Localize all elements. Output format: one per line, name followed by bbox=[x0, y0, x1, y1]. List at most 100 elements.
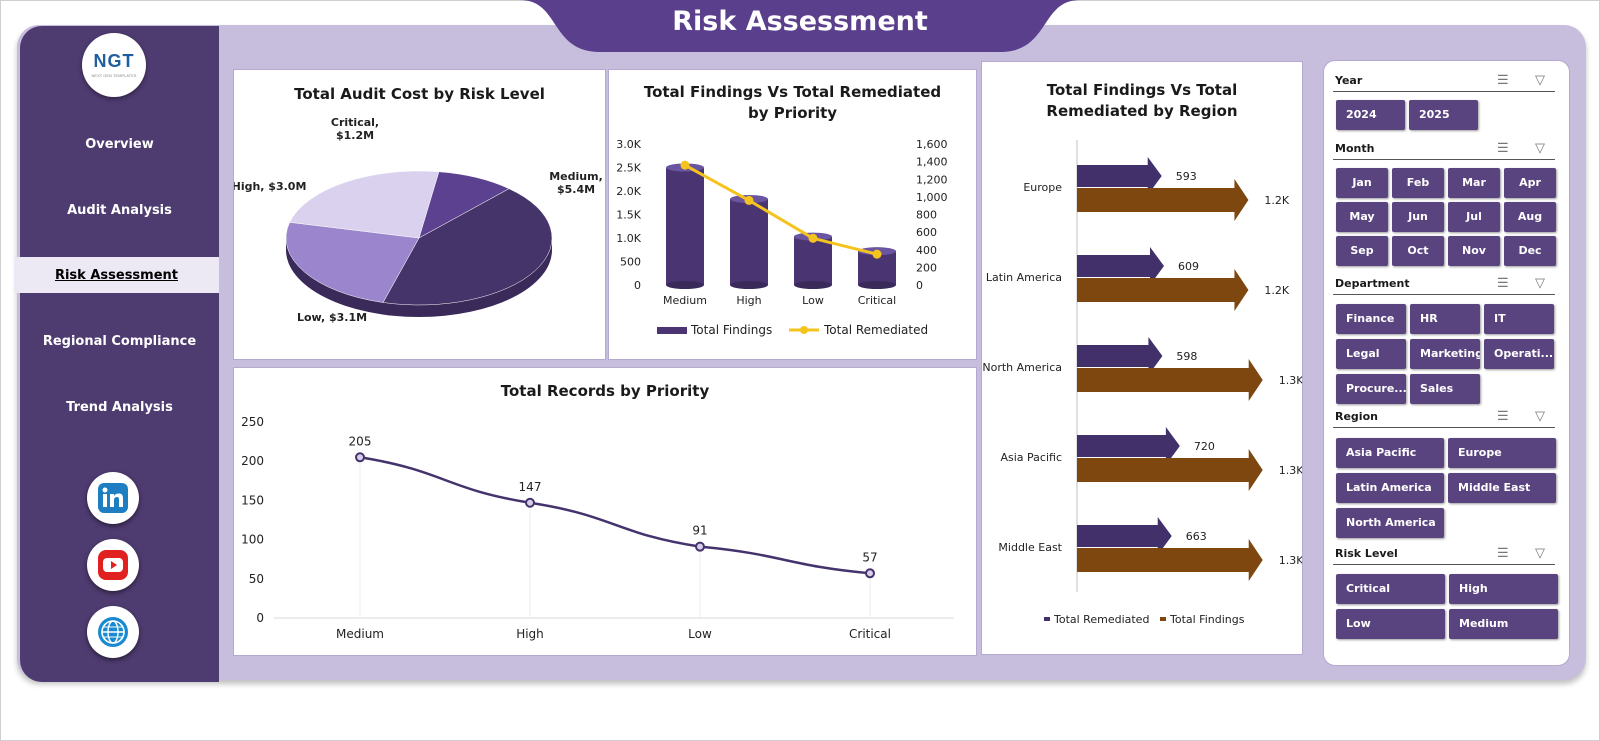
website-button[interactable] bbox=[87, 606, 139, 658]
pie-chart: Critical, $1.2M Medium, $5.4M High, $3.0M Low… bbox=[234, 116, 603, 324]
remediated-value-middle-east: 663 bbox=[1186, 530, 1207, 543]
multi-select-icon[interactable]: ☰ bbox=[1497, 275, 1509, 290]
linkedin-button[interactable] bbox=[87, 472, 139, 524]
ngt-logo: NGT NEXT GEN TEMPLATES bbox=[82, 33, 146, 97]
nav-risk-assessment-label: Risk Assessment bbox=[54, 268, 179, 283]
pie-chart-title: Total Audit Cost by Risk Level bbox=[294, 85, 545, 103]
youtube-button[interactable] bbox=[87, 539, 139, 591]
x-axis-tick: High bbox=[736, 294, 761, 307]
month-slicer-item[interactable]: Apr bbox=[1504, 168, 1556, 198]
risk-level-slicer-item[interactable]: Medium bbox=[1449, 609, 1558, 639]
month-slicer-item[interactable]: Jul bbox=[1448, 202, 1500, 232]
department-slicer-item[interactable]: Operati... bbox=[1484, 339, 1554, 369]
clear-filter-icon[interactable]: ▽ bbox=[1535, 545, 1545, 560]
left-axis-tick: 2.5K bbox=[616, 162, 641, 175]
clear-filter-icon[interactable]: ▽ bbox=[1535, 72, 1545, 87]
legend-remediated-marker bbox=[800, 326, 808, 334]
right-axis-tick: 1,200 bbox=[916, 173, 948, 186]
risk-level-slicer-item[interactable]: Critical bbox=[1336, 574, 1445, 604]
region-slicer-item[interactable]: Asia Pacific bbox=[1336, 438, 1444, 468]
globe-icon bbox=[98, 617, 128, 647]
right-axis-tick: 0 bbox=[916, 279, 923, 292]
clear-filter-icon[interactable]: ▽ bbox=[1535, 140, 1545, 155]
left-axis-tick: 1.5K bbox=[616, 209, 641, 222]
slicer-divider bbox=[1333, 294, 1555, 295]
department-slicer-item[interactable]: HR bbox=[1410, 304, 1480, 334]
multi-select-icon[interactable]: ☰ bbox=[1497, 72, 1509, 87]
region-slicer-item[interactable]: Europe bbox=[1448, 438, 1556, 468]
region-label-europe: Europe bbox=[1023, 181, 1062, 194]
clear-filter-icon[interactable]: ▽ bbox=[1535, 275, 1545, 290]
year-slicer-item[interactable]: 2024 bbox=[1336, 100, 1405, 130]
multi-select-icon[interactable]: ☰ bbox=[1497, 140, 1509, 155]
year-slicer-item[interactable]: 2025 bbox=[1409, 100, 1478, 130]
nav-regional-compliance[interactable]: Regional Compliance bbox=[42, 334, 197, 349]
line-chart-card: Total Records by Priority 250 200 150 100 50… bbox=[233, 367, 977, 656]
month-slicer-item[interactable]: Mar bbox=[1448, 168, 1500, 198]
right-axis-tick: 600 bbox=[916, 226, 937, 239]
department-slicer-item[interactable]: Finance bbox=[1336, 304, 1406, 334]
remediated-value-europe: 593 bbox=[1176, 170, 1197, 183]
month-slicer-item[interactable]: Jan bbox=[1336, 168, 1388, 198]
slicer-divider bbox=[1333, 91, 1555, 92]
remediated-value-asia-pacific: 720 bbox=[1194, 440, 1215, 453]
department-slicer-item[interactable]: IT bbox=[1484, 304, 1554, 334]
month-slicer-item[interactable]: Jun bbox=[1392, 202, 1444, 232]
pie-slice-high bbox=[289, 170, 440, 239]
risk-level-slicer-item[interactable]: Low bbox=[1336, 609, 1445, 639]
nav-trend-analysis[interactable]: Trend Analysis bbox=[66, 400, 173, 415]
month-slicer-item[interactable]: Dec bbox=[1504, 236, 1556, 266]
risk-level-slicer-item[interactable]: High bbox=[1449, 574, 1558, 604]
nav-overview[interactable]: Overview bbox=[85, 137, 154, 152]
right-axis-tick: 400 bbox=[916, 244, 937, 257]
right-axis-tick: 200 bbox=[916, 261, 937, 274]
records-point-medium bbox=[355, 452, 365, 463]
month-slicer-item[interactable]: Feb bbox=[1392, 168, 1444, 198]
youtube-icon bbox=[98, 550, 128, 580]
records-point-low bbox=[695, 541, 705, 552]
page-title: Risk Assessment bbox=[672, 6, 928, 37]
slicer-divider bbox=[1333, 159, 1555, 160]
region-slicer-item[interactable]: Latin America bbox=[1336, 473, 1444, 503]
remediated-point-medium bbox=[680, 160, 690, 170]
nav-audit-analysis[interactable]: Audit Analysis bbox=[67, 203, 172, 218]
records-point-high bbox=[525, 497, 535, 508]
region-chart-card: Total Findings Vs Total Remediated by Re… bbox=[981, 61, 1303, 655]
findings-bar-base bbox=[730, 281, 768, 289]
remediated-arrow-middle-east bbox=[1077, 517, 1172, 555]
y-axis-tick: 100 bbox=[241, 533, 264, 547]
region-slicer-header: Region bbox=[1335, 410, 1378, 423]
department-slicer-item[interactable]: Legal bbox=[1336, 339, 1406, 369]
department-slicer-item[interactable]: Sales bbox=[1410, 374, 1480, 404]
region-slicer-item[interactable]: North America bbox=[1336, 508, 1444, 538]
multi-select-icon[interactable]: ☰ bbox=[1497, 545, 1509, 560]
x-axis-tick: High bbox=[516, 627, 544, 641]
pie-label-critical: Critical, $1.2M bbox=[331, 116, 379, 142]
x-axis-tick: Critical bbox=[849, 627, 891, 641]
line-chart: 250 200 150 100 50 0 Medium High Low Critical 205 1… bbox=[241, 415, 954, 641]
month-slicer-item[interactable]: Aug bbox=[1504, 202, 1556, 232]
pie-label-low: Low, $3.1M bbox=[297, 311, 367, 324]
findings-bar-base bbox=[794, 281, 832, 289]
records-data-label: 57 bbox=[862, 550, 877, 564]
pie-chart-card: Total Audit Cost by Risk Level Critical,… bbox=[233, 69, 606, 360]
records-data-label: 205 bbox=[349, 434, 372, 448]
multi-select-icon[interactable]: ☰ bbox=[1497, 408, 1509, 423]
month-slicer-item[interactable]: Oct bbox=[1392, 236, 1444, 266]
x-axis-tick: Low bbox=[802, 294, 824, 307]
month-slicer-item[interactable]: Sep bbox=[1336, 236, 1388, 266]
department-slicer-item[interactable]: Marketing bbox=[1410, 339, 1480, 369]
legend-findings-swatch bbox=[657, 327, 687, 334]
findings-bar-low bbox=[794, 236, 832, 285]
department-slicer-item[interactable]: Procure... bbox=[1336, 374, 1406, 404]
month-slicer-item[interactable]: May bbox=[1336, 202, 1388, 232]
x-axis-tick: Medium bbox=[336, 627, 384, 641]
region-label-latin-america: Latin America bbox=[986, 271, 1062, 284]
clear-filter-icon[interactable]: ▽ bbox=[1535, 408, 1545, 423]
nav-risk-assessment[interactable]: Risk Assessment bbox=[14, 257, 219, 293]
region-slicer-item[interactable]: Middle East bbox=[1448, 473, 1556, 503]
findings-value-latin-america: 1.2K bbox=[1264, 284, 1289, 297]
findings-arrow-latin-america bbox=[1077, 269, 1249, 311]
month-slicer-item[interactable]: Nov bbox=[1448, 236, 1500, 266]
findings-arrow-asia-pacific bbox=[1077, 449, 1263, 491]
